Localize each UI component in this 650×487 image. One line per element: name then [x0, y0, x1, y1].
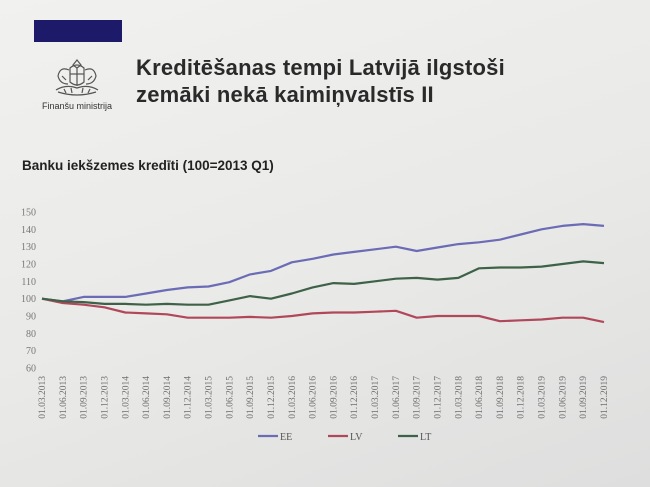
- y-tick-label: 130: [21, 242, 36, 253]
- y-tick-label: 60: [26, 364, 36, 375]
- legend-label-ee: EE: [280, 432, 292, 443]
- y-tick-label: 120: [21, 260, 36, 271]
- x-tick-label: 01.06.2015: [225, 376, 235, 419]
- y-tick-label: 110: [21, 277, 36, 288]
- x-tick-label: 01.06.2014: [142, 376, 152, 419]
- x-tick-label: 01.09.2017: [413, 376, 423, 419]
- x-tick-label: 01.03.2018: [454, 376, 464, 419]
- legend-label-lt: LT: [420, 432, 431, 443]
- slide-title-line-1: Kreditēšanas tempi Latvijā ilgstoši: [136, 55, 505, 80]
- x-tick-label: 01.06.2017: [392, 376, 402, 419]
- slide-title: Kreditēšanas tempi Latvijā ilgstoši zemā…: [136, 54, 616, 108]
- x-tick-label: 01.12.2015: [267, 376, 277, 419]
- header-color-bar: [34, 20, 122, 42]
- y-tick-label: 80: [26, 329, 36, 340]
- ministry-logo: Finanšu ministrija: [22, 56, 132, 120]
- x-tick-label: 01.12.2014: [184, 376, 194, 419]
- y-tick-label: 70: [26, 346, 36, 357]
- x-tick-label: 01.12.2019: [600, 376, 610, 419]
- x-tick-label: 01.03.2017: [371, 376, 381, 419]
- coat-of-arms-icon: [55, 59, 99, 96]
- x-tick-label: 01.12.2017: [433, 376, 443, 419]
- x-tick-label: 01.03.2019: [538, 376, 548, 419]
- y-tick-label: 150: [21, 208, 36, 219]
- ministry-name: Finanšu ministrija: [41, 101, 113, 111]
- series-line-ee: [41, 223, 605, 303]
- x-tick-label: 01.03.2013: [38, 376, 48, 419]
- chart-title: Banku iekšzemes kredīti (100=2013 Q1): [22, 158, 274, 173]
- x-tick-label: 01.06.2018: [475, 376, 485, 419]
- x-tick-label: 01.09.2013: [80, 376, 90, 419]
- slide-title-line-2: zemāki nekā kaimiņvalstīs II: [136, 82, 434, 107]
- y-tick-label: 140: [21, 225, 36, 236]
- x-tick-label: 01.09.2019: [579, 376, 589, 419]
- x-tick-label: 01.06.2019: [558, 376, 568, 419]
- x-tick-label: 01.12.2013: [100, 376, 110, 419]
- x-tick-label: 01.09.2015: [246, 376, 256, 419]
- x-tick-label: 01.09.2014: [163, 376, 173, 419]
- legend-label-lv: LV: [350, 432, 363, 443]
- x-tick-label: 01.03.2016: [288, 376, 298, 419]
- x-tick-label: 01.03.2015: [205, 376, 215, 419]
- y-tick-label: 90: [26, 312, 36, 323]
- x-tick-label: 01.06.2013: [59, 376, 69, 419]
- x-tick-label: 01.09.2018: [496, 376, 506, 419]
- x-tick-label: 01.09.2016: [329, 376, 339, 419]
- x-tick-label: 01.12.2016: [350, 376, 360, 419]
- x-tick-label: 01.06.2016: [309, 376, 319, 419]
- series-line-lv: [41, 297, 605, 324]
- x-tick-label: 01.12.2018: [517, 376, 527, 419]
- series-line-lt: [41, 260, 605, 306]
- x-tick-label: 01.03.2014: [121, 376, 131, 419]
- y-tick-label: 100: [21, 294, 36, 305]
